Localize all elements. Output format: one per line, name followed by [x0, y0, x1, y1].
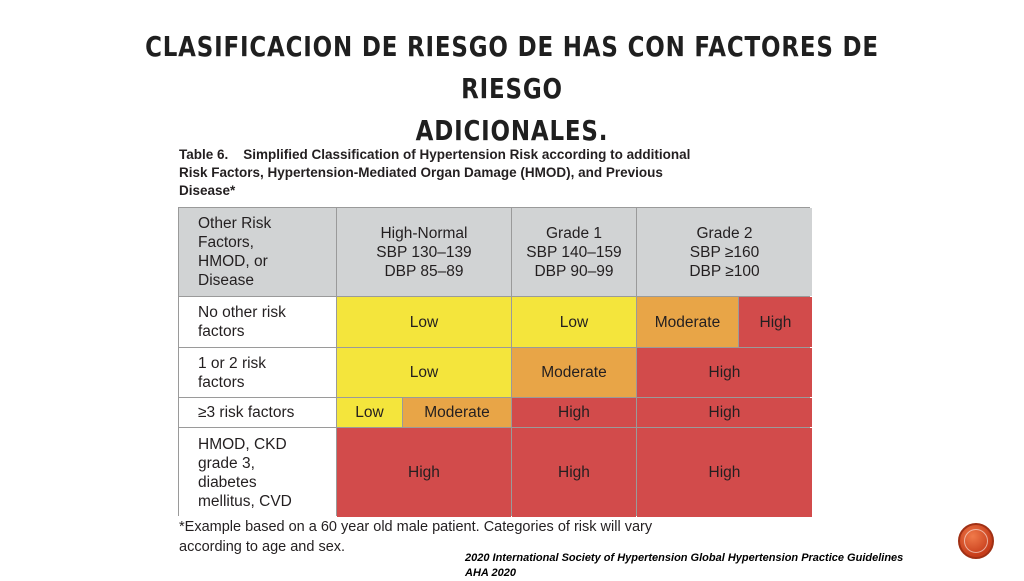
risk-cell: High	[512, 428, 636, 517]
row-label-3-plus-risk-factors: ≥3 risk factors	[179, 398, 336, 427]
header-line: HMOD, or	[198, 253, 268, 270]
row-label-line: HMOD, CKD	[198, 435, 287, 453]
footnote-line-2: according to age and sex.	[179, 539, 346, 555]
row-label-no-risk-factors: No other risk factors	[179, 297, 336, 347]
source-citation: 2020 International Society of Hypertensi…	[465, 551, 985, 581]
slide-title-line-1: CLASIFICACION DE RIESGO DE HAS CON FACTO…	[145, 30, 879, 105]
header-high-normal: High-Normal SBP 130–139 DBP 85–89	[337, 208, 511, 296]
risk-cell: Low	[337, 398, 402, 427]
header-line: Grade 2	[696, 224, 753, 242]
caption-line-2: Risk Factors, Hypertension-Mediated Orga…	[179, 165, 663, 180]
caption-line-3: Disease*	[179, 183, 236, 198]
risk-cell: Moderate	[637, 297, 738, 347]
caption-line-1: Table 6. Simplified Classification of Hy…	[179, 147, 691, 162]
citation-line-1: 2020 International Society of Hypertensi…	[465, 552, 904, 564]
risk-cell: High	[337, 428, 511, 517]
table-caption: Table 6. Simplified Classification of Hy…	[179, 146, 819, 200]
row-label-line: factors	[198, 373, 245, 391]
header-line: SBP 130–139	[376, 243, 472, 261]
slide-title: CLASIFICACION DE RIESGO DE HAS CON FACTO…	[141, 26, 882, 152]
header-line: SBP 140–159	[526, 243, 622, 261]
header-line: DBP 85–89	[384, 262, 464, 280]
header-grade-2: Grade 2 SBP ≥160 DBP ≥100	[637, 208, 812, 296]
risk-cell: High	[637, 398, 812, 427]
row-label-line: factors	[198, 323, 245, 340]
risk-cell: High	[637, 348, 812, 397]
slide-nav-button[interactable]	[958, 523, 994, 559]
row-label-line: No other risk	[198, 304, 286, 321]
footnote-line-1: *Example based on a 60 year old male pat…	[179, 519, 653, 535]
risk-cell: Low	[337, 348, 511, 397]
header-line: High-Normal	[380, 224, 468, 242]
risk-cell: Moderate	[512, 348, 636, 397]
risk-cell: High	[637, 428, 812, 517]
header-risk-factors: Other Risk Factors, HMOD, or Disease	[179, 208, 336, 296]
slide-title-line-2: ADICIONALES.	[415, 114, 609, 147]
risk-cell: High	[512, 398, 636, 427]
risk-cell: Low	[512, 297, 636, 347]
header-grade-1: Grade 1 SBP 140–159 DBP 90–99	[512, 208, 636, 296]
row-label-line: grade 3,	[198, 454, 255, 472]
header-line: Disease	[198, 272, 254, 289]
header-line: Other Risk	[198, 215, 272, 232]
header-line: Factors,	[198, 234, 254, 251]
risk-classification-table: Other Risk Factors, HMOD, or Disease Hig…	[178, 207, 812, 517]
header-line: Grade 1	[545, 224, 602, 242]
row-label-line: mellitus, CVD	[198, 492, 292, 510]
row-label-line: diabetes	[198, 473, 257, 491]
citation-line-2: AHA 2020	[465, 567, 516, 579]
risk-cell: Low	[337, 297, 511, 347]
row-label-line: 1 or 2 risk	[198, 354, 267, 372]
header-line: DBP ≥100	[689, 262, 760, 280]
table-footnote: *Example based on a 60 year old male pat…	[179, 517, 819, 557]
row-label-hmod-ckd-cvd: HMOD, CKD grade 3, diabetes mellitus, CV…	[179, 428, 336, 517]
risk-cell: High	[739, 297, 812, 347]
header-line: DBP 90–99	[534, 262, 614, 280]
risk-cell: Moderate	[403, 398, 511, 427]
header-line: SBP ≥160	[689, 243, 760, 261]
row-label-1-2-risk-factors: 1 or 2 risk factors	[179, 348, 336, 397]
